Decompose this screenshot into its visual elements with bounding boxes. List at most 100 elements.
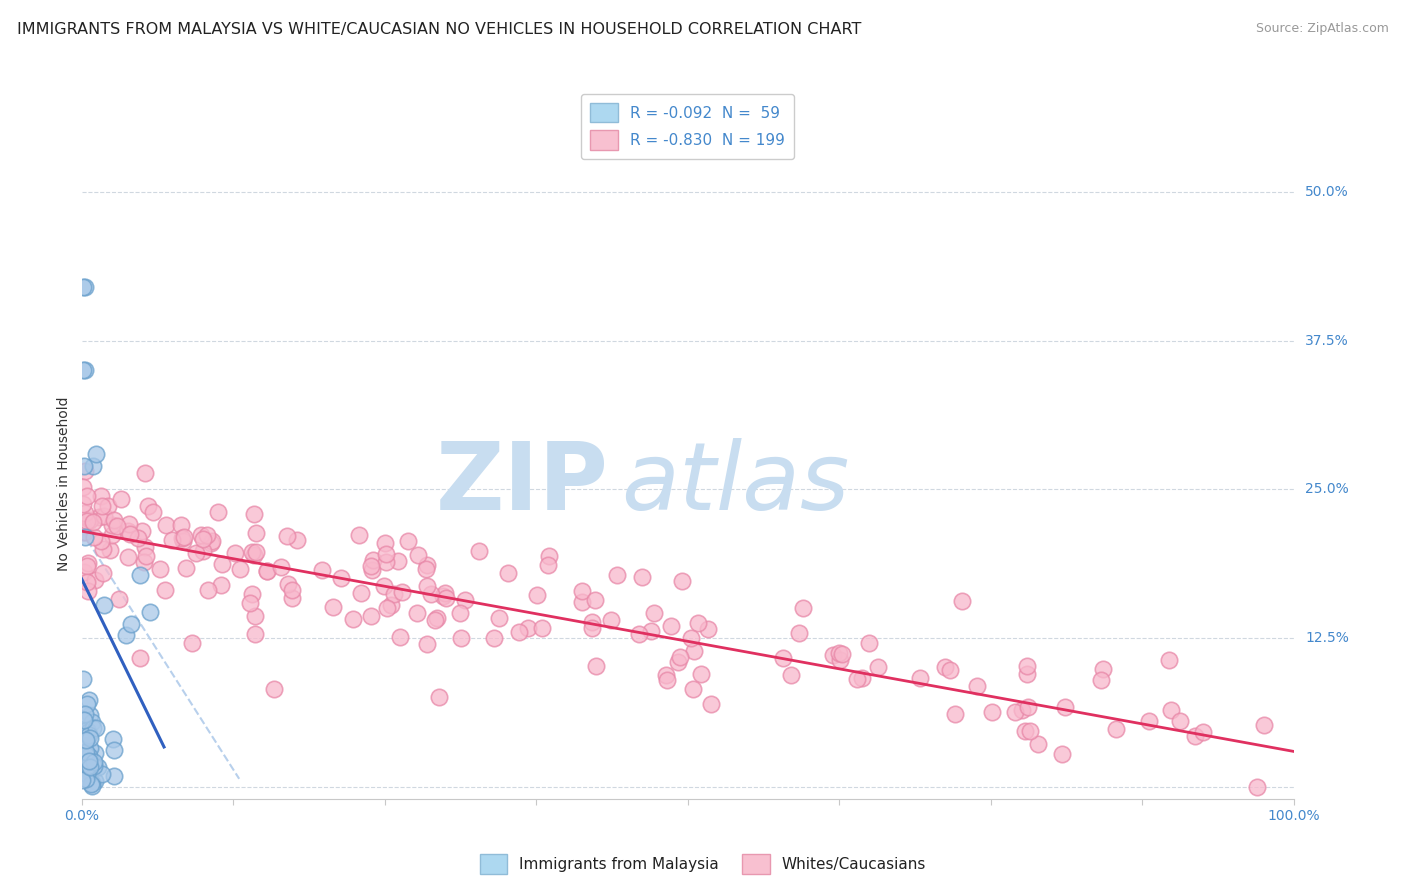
Point <box>195 528 218 542</box>
Point <box>239 595 262 609</box>
Point <box>1015 658 1038 673</box>
Point <box>80 714 103 729</box>
Point <box>360 609 382 624</box>
Point <box>396 533 419 548</box>
Legend: Immigrants from Malaysia, Whites/Caucasians: Immigrants from Malaysia, Whites/Caucasi… <box>474 848 932 880</box>
Point <box>391 584 413 599</box>
Point <box>75 732 97 747</box>
Point <box>696 623 718 637</box>
Point <box>389 630 412 644</box>
Point <box>72 280 94 294</box>
Point <box>655 668 678 682</box>
Point <box>72 497 94 511</box>
Point <box>373 579 395 593</box>
Point <box>858 636 880 650</box>
Point <box>516 621 538 635</box>
Point <box>181 636 204 650</box>
Point <box>416 558 439 573</box>
Point <box>571 584 593 599</box>
Point <box>416 579 439 593</box>
Point <box>79 760 101 774</box>
Point <box>537 549 560 564</box>
Point <box>84 721 107 735</box>
Point <box>139 605 162 619</box>
Point <box>72 363 94 377</box>
Point <box>75 745 97 759</box>
Point <box>86 760 108 774</box>
Point <box>103 769 125 783</box>
Point <box>79 708 101 723</box>
Point <box>75 745 97 759</box>
Point <box>91 541 114 556</box>
Point <box>110 491 132 506</box>
Point <box>530 621 553 635</box>
Point <box>76 584 98 599</box>
Point <box>93 509 115 524</box>
Point <box>488 611 510 625</box>
Point <box>132 555 155 569</box>
Point <box>380 598 402 612</box>
Point <box>82 779 104 793</box>
Point <box>682 682 704 697</box>
Point <box>89 510 111 524</box>
Point <box>91 566 114 581</box>
Point <box>416 637 439 651</box>
Y-axis label: No Vehicles in Household: No Vehicles in Household <box>58 396 72 571</box>
Point <box>434 591 457 605</box>
Point <box>134 467 156 481</box>
Point <box>828 653 851 667</box>
Point <box>72 757 94 772</box>
Point <box>191 533 214 547</box>
Point <box>657 673 679 688</box>
Point <box>131 524 153 538</box>
Point <box>75 363 97 377</box>
Legend: R = -0.092  N =  59, R = -0.830  N = 199: R = -0.092 N = 59, R = -0.830 N = 199 <box>581 94 794 159</box>
Point <box>77 759 100 773</box>
Point <box>127 531 149 545</box>
Point <box>1014 724 1036 739</box>
Point <box>256 564 278 578</box>
Text: atlas: atlas <box>621 438 849 529</box>
Point <box>79 765 101 780</box>
Point <box>79 731 101 746</box>
Point <box>846 672 869 686</box>
Point <box>1050 747 1073 761</box>
Point <box>406 606 429 620</box>
Point <box>276 528 298 542</box>
Point <box>683 644 706 658</box>
Point <box>118 527 141 541</box>
Point <box>84 447 107 461</box>
Point <box>224 547 246 561</box>
Point <box>866 659 889 673</box>
Point <box>190 528 212 542</box>
Point <box>73 524 96 539</box>
Point <box>115 628 138 642</box>
Point <box>666 655 689 669</box>
Point <box>80 755 103 769</box>
Text: 12.5%: 12.5% <box>1305 632 1348 645</box>
Point <box>79 740 101 755</box>
Point <box>285 533 308 548</box>
Point <box>70 772 93 787</box>
Point <box>79 728 101 742</box>
Point <box>79 513 101 527</box>
Point <box>606 567 628 582</box>
Point <box>425 613 447 627</box>
Point <box>209 578 232 592</box>
Point <box>107 591 129 606</box>
Text: 50.0%: 50.0% <box>1305 185 1348 199</box>
Point <box>482 631 505 645</box>
Point <box>80 776 103 790</box>
Point <box>82 721 104 735</box>
Point <box>82 458 104 473</box>
Point <box>375 600 398 615</box>
Point <box>450 631 472 645</box>
Point <box>84 746 107 760</box>
Point <box>160 533 183 548</box>
Point <box>172 533 194 548</box>
Point <box>73 464 96 478</box>
Point <box>508 624 530 639</box>
Point <box>90 499 112 513</box>
Point <box>831 647 853 661</box>
Point <box>76 697 98 711</box>
